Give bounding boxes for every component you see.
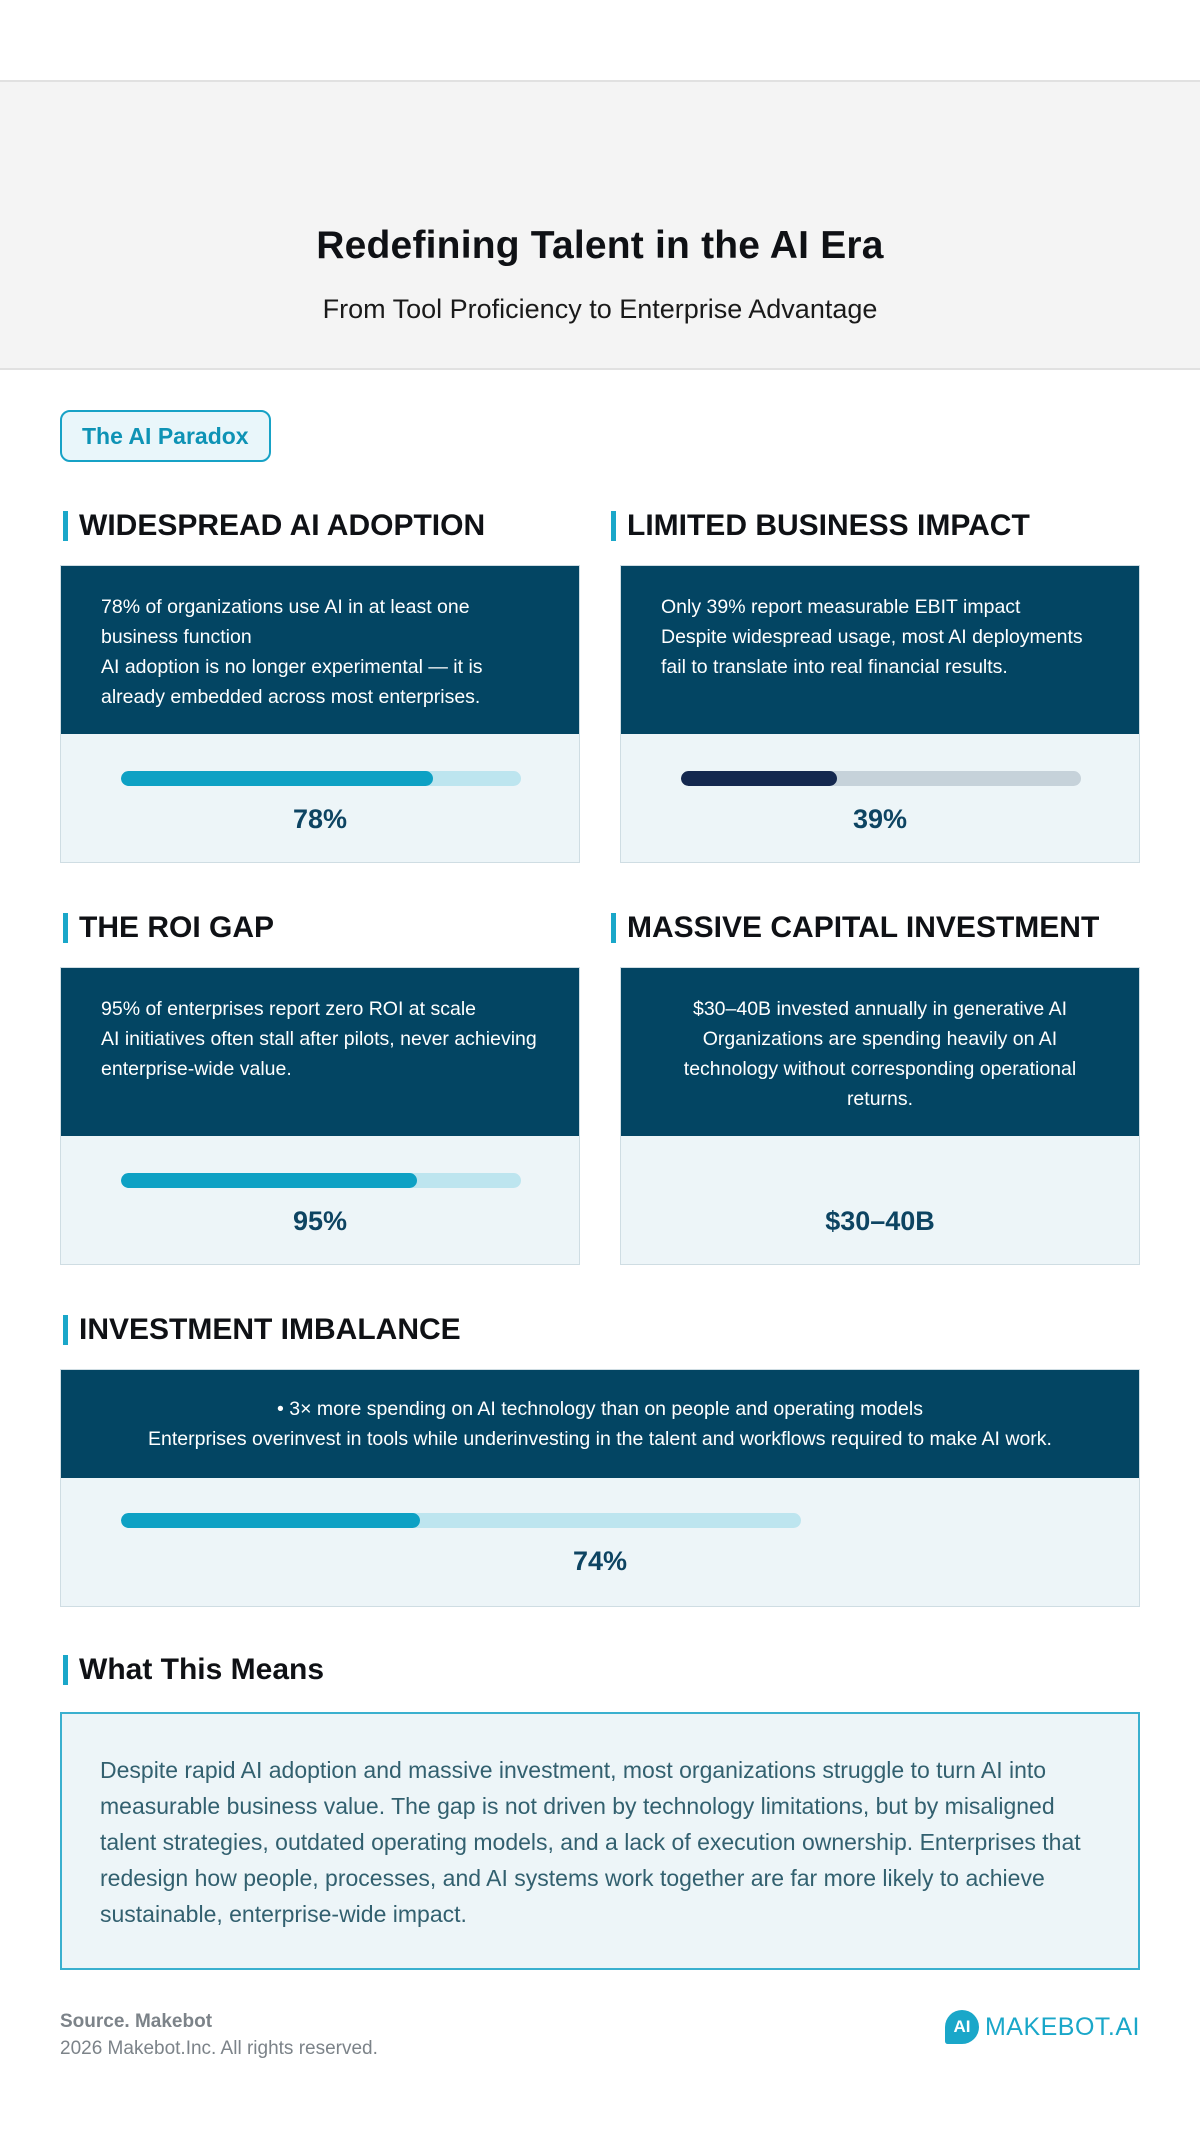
capital-description: Organizations are spending heavily on AI… <box>683 1028 1077 1110</box>
impact-stat-line: Only 39% report measurable EBIT impact <box>661 596 1021 618</box>
brand-logo: AI MAKEBOT.AI <box>944 2008 1140 2046</box>
adoption-card-header: 78% of organizations use AI in at least … <box>61 566 579 734</box>
imbalance-description: Enterprises overinvest in tools while un… <box>148 1428 1052 1450</box>
roi-value: 95% <box>292 1206 348 1236</box>
roi-progress-fill <box>121 1173 417 1188</box>
impact-value: 39% <box>852 804 908 834</box>
adoption-stat-line: 78% of organizations use AI in at least … <box>101 596 470 648</box>
impact-progress-bar <box>681 771 1081 786</box>
roi-card-header: 95% of enterprises report zero ROI at sc… <box>61 968 579 1136</box>
footer-copyright: 2026 Makebot.Inc. All rights reserved. <box>60 2038 378 2059</box>
capital-title: MASSIVE CAPITAL INVESTMENT <box>608 911 1099 945</box>
imbalance-card-header: • 3× more spending on AI technology than… <box>61 1370 1139 1478</box>
roi-description: AI initiatives often stall after pilots,… <box>101 1028 537 1080</box>
means-body: Despite rapid AI adoption and massive in… <box>100 1757 1081 1927</box>
capital-card-header: $30–40B invested annually in generative … <box>621 968 1139 1136</box>
imbalance-title: INVESTMENT IMBALANCE <box>60 1313 461 1347</box>
capital-card: $30–40B invested annually in generative … <box>620 967 1140 1265</box>
footer-source: Source. Makebot <box>60 2011 213 2032</box>
impact-card-header: Only 39% report measurable EBIT impact D… <box>621 566 1139 734</box>
page-title: Redefining Talent in the AI Era <box>316 224 884 267</box>
adoption-description: AI adoption is no longer experimental — … <box>101 656 483 708</box>
means-title: What This Means <box>60 1653 324 1687</box>
impact-description: Despite widespread usage, most AI deploy… <box>661 626 1083 678</box>
roi-title: THE ROI GAP <box>60 911 274 945</box>
adoption-value: 78% <box>292 804 348 834</box>
adoption-card: 78% of organizations use AI in at least … <box>60 565 580 863</box>
impact-card: Only 39% report measurable EBIT impact D… <box>620 565 1140 863</box>
roi-stat-line: 95% of enterprises report zero ROI at sc… <box>101 998 477 1020</box>
roi-progress-bar <box>121 1173 521 1188</box>
imbalance-stat-line: • 3× more spending on AI technology than… <box>277 1398 923 1420</box>
imbalance-progress-fill <box>121 1513 421 1528</box>
imbalance-card: • 3× more spending on AI technology than… <box>60 1369 1140 1607</box>
hero-banner: Redefining Talent in the AI Era From Too… <box>0 80 1200 370</box>
imbalance-stat-text: 3× more spending on AI technology than o… <box>289 1398 923 1420</box>
impact-progress-fill <box>681 771 837 786</box>
capital-value: $30–40B <box>825 1206 935 1236</box>
brand-mark-icon: AI <box>944 2010 979 2044</box>
imbalance-value: 74% <box>572 1546 628 1576</box>
brand-name: MAKEBOT.AI <box>984 2012 1140 2041</box>
page-subtitle: From Tool Proficiency to Enterprise Adva… <box>322 294 878 324</box>
impact-title: LIMITED BUSINESS IMPACT <box>608 509 1030 543</box>
means-box: Despite rapid AI adoption and massive in… <box>60 1712 1140 1970</box>
roi-card: 95% of enterprises report zero ROI at sc… <box>60 967 580 1265</box>
adoption-progress-bar <box>121 771 521 786</box>
adoption-progress-fill <box>121 771 433 786</box>
adoption-title: WIDESPREAD AI ADOPTION <box>60 509 485 543</box>
capital-stat-line: $30–40B invested annually in generative … <box>692 998 1068 1020</box>
imbalance-progress-bar <box>121 1513 801 1528</box>
section-tag: The AI Paradox <box>60 410 271 462</box>
